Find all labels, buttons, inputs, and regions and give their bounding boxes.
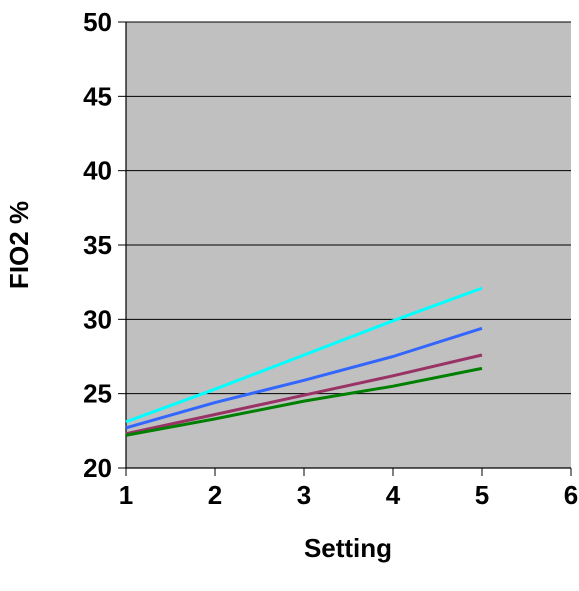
series-line-1: [125, 286, 483, 424]
y-tick-label-45: 45: [83, 81, 112, 111]
y-tick-label-35: 35: [83, 230, 112, 260]
x-axis-title: Setting: [304, 533, 392, 563]
series-lines: [125, 286, 483, 437]
y-tick-label-40: 40: [83, 156, 112, 186]
y-tick-label-30: 30: [83, 304, 112, 334]
series-line-4: [125, 366, 483, 437]
series-line-2: [125, 326, 483, 430]
y-tick-label-20: 20: [83, 453, 112, 483]
y-tick-label-25: 25: [83, 379, 112, 409]
x-tick-label-6: 6: [564, 480, 578, 510]
x-tick-label-2: 2: [208, 480, 222, 510]
series-line-3: [125, 353, 483, 436]
x-tick-label-3: 3: [297, 480, 311, 510]
x-tick-label-5: 5: [475, 480, 489, 510]
x-axis-ticks: 1 2 3 4 5 6: [119, 468, 578, 510]
x-tick-label-4: 4: [386, 480, 401, 510]
y-axis-ticks: 20 25 30 35 40 45 50: [83, 7, 126, 483]
y-axis-title: FIO2 %: [4, 201, 34, 289]
y-tick-label-50: 50: [83, 7, 112, 37]
x-tick-label-1: 1: [119, 480, 133, 510]
